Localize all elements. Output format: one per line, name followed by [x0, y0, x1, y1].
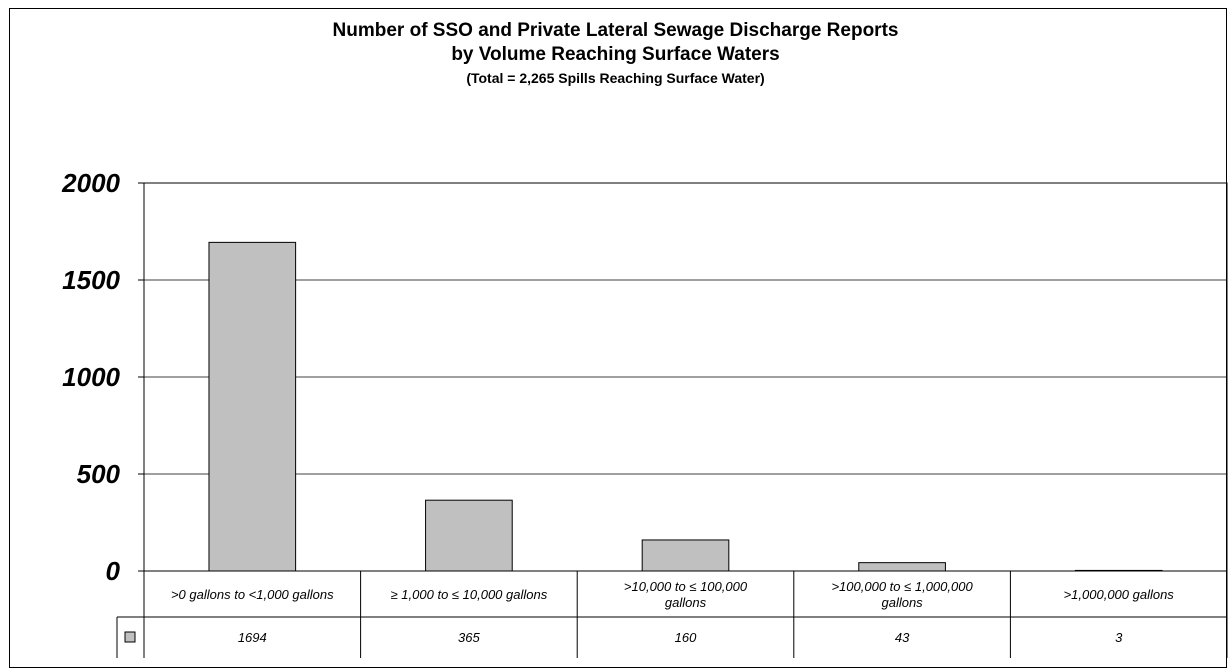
data-label: 1694: [238, 630, 267, 645]
bar: [858, 562, 946, 572]
category-label: >10,000 to ≤ 100,000: [624, 579, 748, 594]
y-tick-label: 1500: [62, 265, 120, 295]
bar: [641, 539, 730, 572]
bar: [208, 241, 297, 572]
data-label: 160: [675, 630, 697, 645]
y-tick-label: 2000: [61, 168, 120, 198]
chart-title: Number of SSO and Private Lateral Sewage…: [332, 20, 899, 41]
chart-title-line2: by Volume Reaching Surface Waters: [451, 44, 780, 65]
chart-subtitle: (Total = 2,265 Spills Reaching Surface W…: [466, 70, 765, 86]
bar: [425, 499, 513, 572]
category-label: gallons: [665, 595, 707, 610]
y-tick-label: 0: [106, 556, 121, 586]
category-label: >100,000 to ≤ 1,000,000: [831, 579, 973, 594]
legend-swatch: [124, 631, 136, 643]
data-label: 365: [458, 630, 480, 645]
y-tick-label: 1000: [62, 362, 120, 392]
category-label: ≥ 1,000 to ≤ 10,000 gallons: [391, 587, 548, 602]
bar: [1074, 569, 1163, 572]
data-label: 43: [895, 630, 910, 645]
category-label: gallons: [881, 595, 923, 610]
data-label: 3: [1115, 630, 1123, 645]
category-label: >1,000,000 gallons: [1064, 587, 1175, 602]
category-label: >0 gallons to <1,000 gallons: [171, 587, 334, 602]
y-tick-label: 500: [77, 459, 121, 489]
